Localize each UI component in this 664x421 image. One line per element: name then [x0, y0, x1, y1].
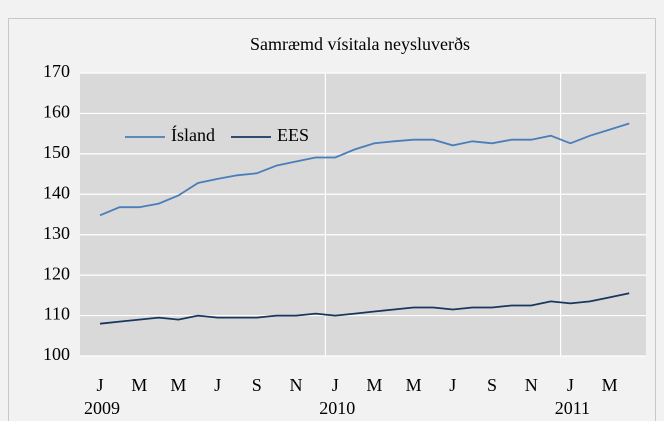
y-tick-label: 100 — [43, 344, 70, 364]
plot-area — [80, 73, 646, 356]
y-tick-label: 150 — [43, 142, 70, 162]
legend-label: EES — [277, 125, 309, 145]
legend-label: Ísland — [171, 124, 215, 145]
x-tick-label: J — [332, 375, 339, 395]
x-tick-label: S — [252, 375, 262, 395]
y-tick-label: 130 — [43, 223, 70, 243]
chart-title: Samræmd vísitala neysluverðs — [250, 34, 470, 54]
series-line — [99, 292, 630, 325]
series-line — [99, 122, 630, 217]
y-tick-label: 110 — [44, 304, 70, 324]
x-tick-label: J — [214, 375, 221, 395]
x-tick-label: N — [525, 375, 538, 395]
y-tick-label: 170 — [43, 61, 70, 81]
x-tick-label: J — [449, 375, 456, 395]
x-tick-label: J — [567, 375, 574, 395]
x-tick-label: J — [96, 375, 103, 395]
x-tick-label: M — [406, 375, 422, 395]
year-label: 2010 — [319, 398, 355, 418]
x-tick-label: S — [487, 375, 497, 395]
x-tick-label: N — [290, 375, 303, 395]
x-tick-label: M — [170, 375, 186, 395]
y-tick-label: 120 — [43, 263, 70, 283]
x-tick-label: M — [131, 375, 147, 395]
y-tick-label: 140 — [43, 182, 70, 202]
x-tick-label: M — [366, 375, 382, 395]
year-label: 2009 — [84, 398, 120, 418]
y-tick-label: 160 — [43, 102, 70, 122]
x-tick-label: M — [602, 375, 618, 395]
year-label: 2011 — [555, 398, 590, 418]
